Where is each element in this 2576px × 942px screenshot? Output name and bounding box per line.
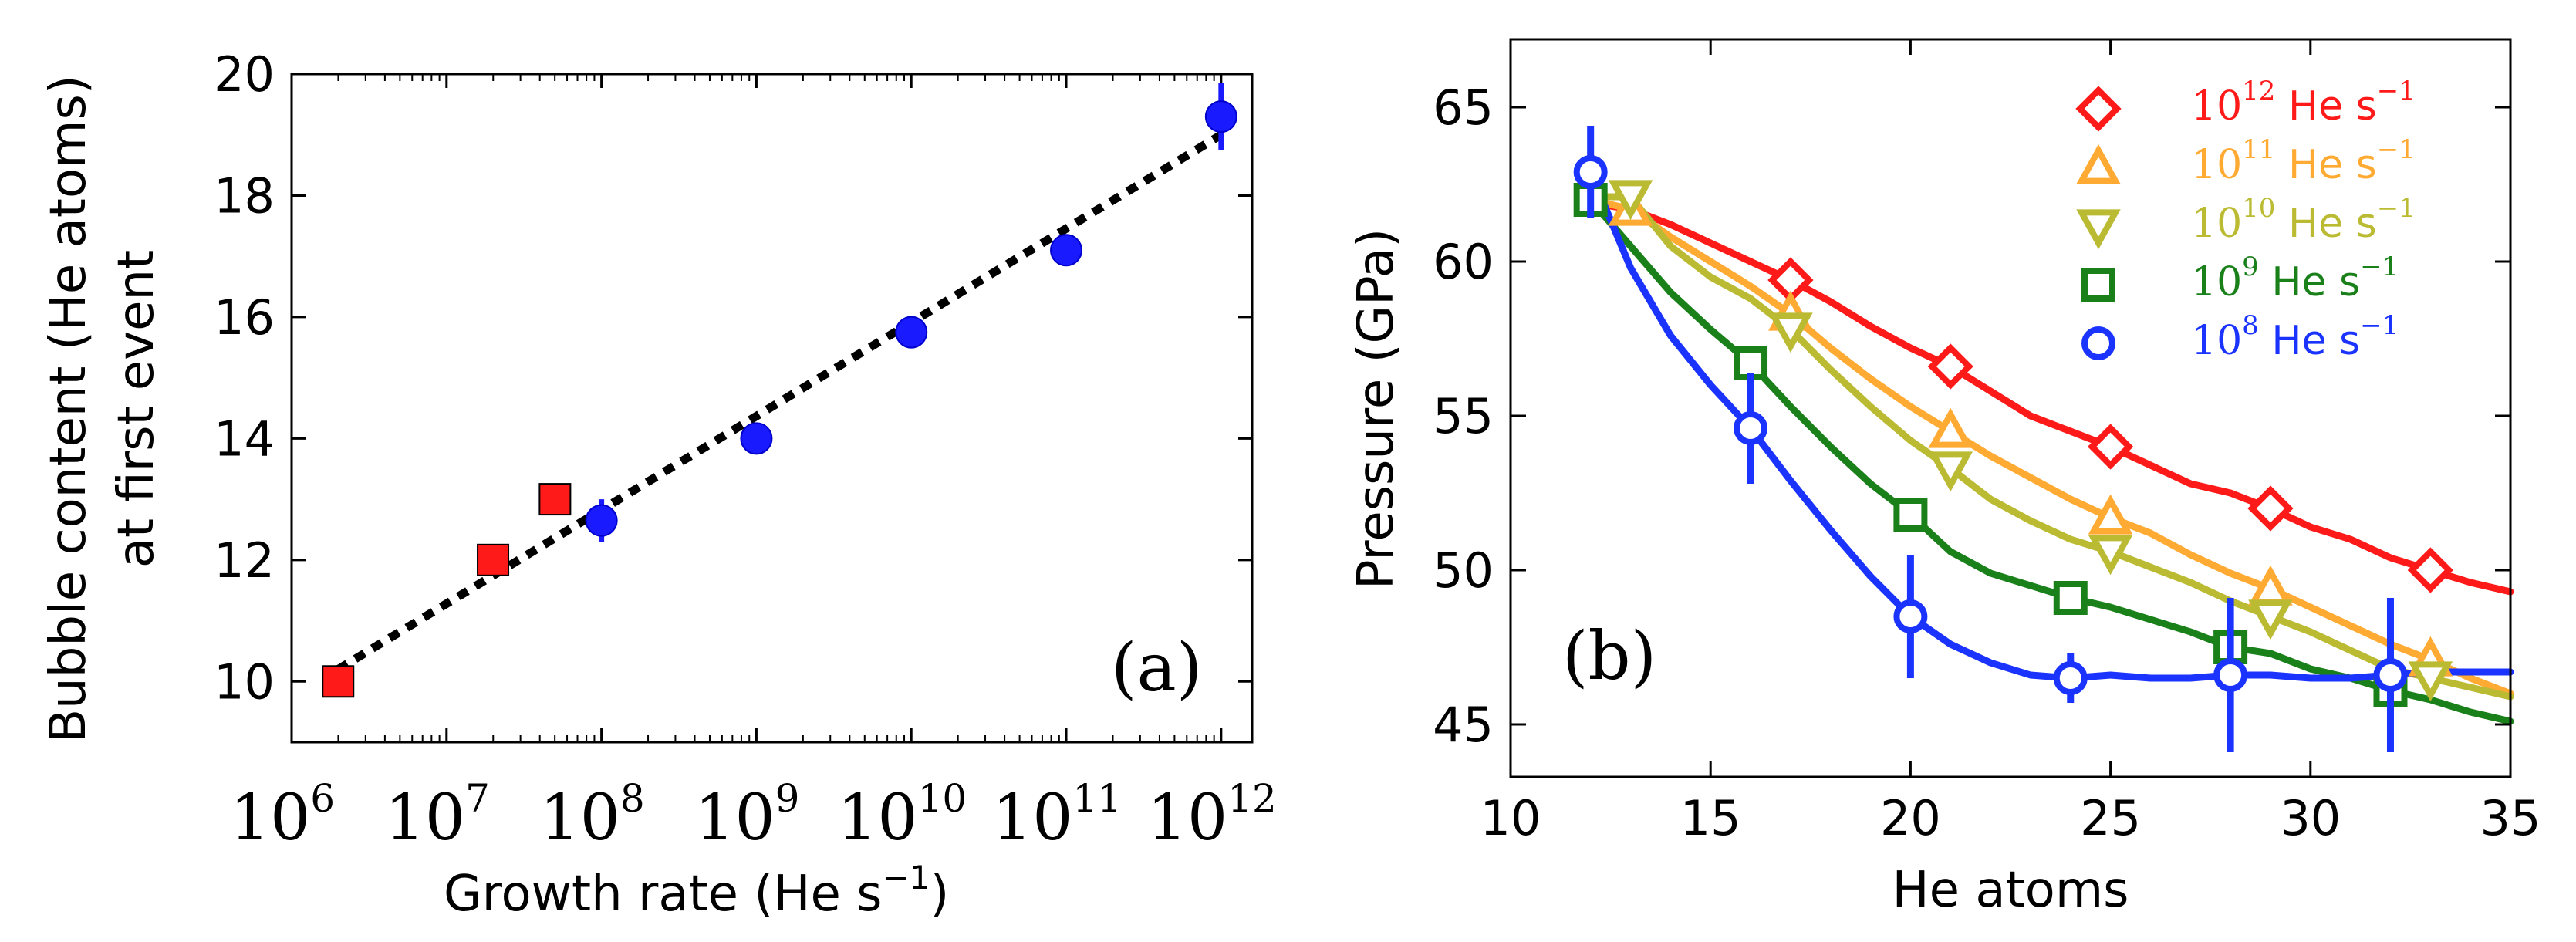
x-tick-label: 109 <box>694 776 799 855</box>
y-tick-label: 60 <box>1433 234 1494 290</box>
square-marker <box>538 483 572 516</box>
circle-marker <box>895 316 928 349</box>
y-tick-label: 16 <box>214 289 275 346</box>
circle-marker <box>740 422 773 455</box>
panel-b: 10 15 20 25 30 35 45 50 55 60 65 1012 He s−11011 … <box>1348 38 2541 919</box>
triangle-down-marker <box>2408 661 2453 702</box>
legend-label: 1011 He s−1 <box>2191 134 2416 188</box>
square-marker <box>322 665 355 698</box>
x-tick-label: 10 <box>1480 790 1541 846</box>
x-tick-label: 107 <box>385 776 490 855</box>
panel-a-ticks <box>290 73 1252 742</box>
triangle-down-marker <box>1928 451 1973 492</box>
circle-marker <box>585 504 618 537</box>
legend-marker <box>2081 326 2115 360</box>
panel-a-y-axis-label-line1: Bubble content (He atoms) <box>40 75 97 743</box>
square-marker <box>1893 498 1928 532</box>
panel-b-y-tick-labels: 45 50 55 60 65 <box>1433 79 1494 753</box>
x-tick-label: 35 <box>2480 790 2541 846</box>
panel-a-label: (a) <box>1111 630 1202 707</box>
y-tick-label: 18 <box>214 167 275 224</box>
circle-marker <box>1050 234 1083 267</box>
circle-marker <box>2373 658 2408 692</box>
y-tick-label: 65 <box>1433 79 1494 136</box>
x-tick-label: 1012 <box>1147 776 1277 855</box>
panel-b-label: (b) <box>1562 618 1656 695</box>
series-line <box>1587 193 2514 701</box>
square-marker <box>2053 581 2088 615</box>
panel-b-x-tick-labels: 10 15 20 25 30 35 <box>1480 790 2541 846</box>
panel-a-y-tick-labels: 10 12 14 16 18 20 <box>214 46 275 710</box>
x-tick-label: 15 <box>1680 790 1741 846</box>
legend-marker <box>2075 86 2122 132</box>
panel-a-marks <box>322 83 1237 698</box>
series-line <box>1587 196 2514 697</box>
diamond-marker <box>2247 485 2294 532</box>
fit-line <box>336 131 1224 674</box>
x-tick-label: 108 <box>540 776 645 855</box>
panel-b-y-axis-label: Pressure (GPa) <box>1348 228 1405 589</box>
circle-marker <box>2213 658 2248 692</box>
diamond-marker <box>2407 547 2453 593</box>
triangle-down-marker <box>1768 312 1813 353</box>
circle-marker <box>1893 599 1928 633</box>
y-tick-label: 14 <box>214 410 275 467</box>
panel-b-marks <box>1573 126 2453 752</box>
panel-b-ticks <box>1509 39 2512 777</box>
triangle-down-marker <box>2248 599 2293 640</box>
triangle-down-marker <box>2088 535 2133 576</box>
legend-label: 1010 He s−1 <box>2191 193 2416 247</box>
triangle-up-marker <box>2088 494 2133 535</box>
triangle-down-marker <box>1608 180 1653 221</box>
legend-marker <box>2076 209 2121 250</box>
legend-marker <box>2081 268 2115 302</box>
square-marker <box>1734 346 1768 380</box>
series-line <box>1587 199 2514 596</box>
y-tick-label: 12 <box>214 532 275 589</box>
y-tick-label: 20 <box>214 46 275 103</box>
legend-label: 108 He s−1 <box>2191 310 2399 364</box>
x-tick-label: 106 <box>230 776 335 855</box>
panel-b-frame <box>1509 38 2512 778</box>
legend-marker <box>2076 143 2121 184</box>
x-tick-label: 30 <box>2280 790 2341 846</box>
legend-label: 109 He s−1 <box>2191 252 2399 306</box>
circle-marker <box>1734 411 1768 445</box>
panel-a-y-axis-label-line2: at first event <box>108 250 165 568</box>
x-tick-label: 25 <box>2080 790 2141 846</box>
y-tick-label: 55 <box>1433 388 1494 444</box>
x-tick-label: 1010 <box>837 776 967 855</box>
diamond-marker <box>2087 424 2134 470</box>
panel-a-frame <box>290 73 1254 744</box>
y-tick-label: 50 <box>1433 542 1494 599</box>
y-tick-label: 10 <box>214 653 275 710</box>
triangle-up-marker <box>2248 565 2293 606</box>
triangle-up-marker <box>1928 407 1973 448</box>
circle-marker <box>1204 100 1237 133</box>
circle-marker <box>2053 661 2088 695</box>
panel-b-x-axis-label: He atoms <box>1892 862 2129 919</box>
y-tick-label: 45 <box>1433 697 1494 753</box>
panel-a-x-tick-labels: 106 107 108 109 1010 1011 1012 <box>230 776 1277 855</box>
x-tick-label: 20 <box>1880 790 1941 846</box>
panel-a-x-axis-label: Growth rate (He s−1) <box>444 859 949 923</box>
square-marker <box>477 543 510 576</box>
x-tick-label: 1011 <box>992 776 1122 855</box>
circle-marker <box>1573 155 1608 189</box>
diamond-marker <box>1927 343 1973 390</box>
legend-label: 1012 He s−1 <box>2191 76 2416 130</box>
